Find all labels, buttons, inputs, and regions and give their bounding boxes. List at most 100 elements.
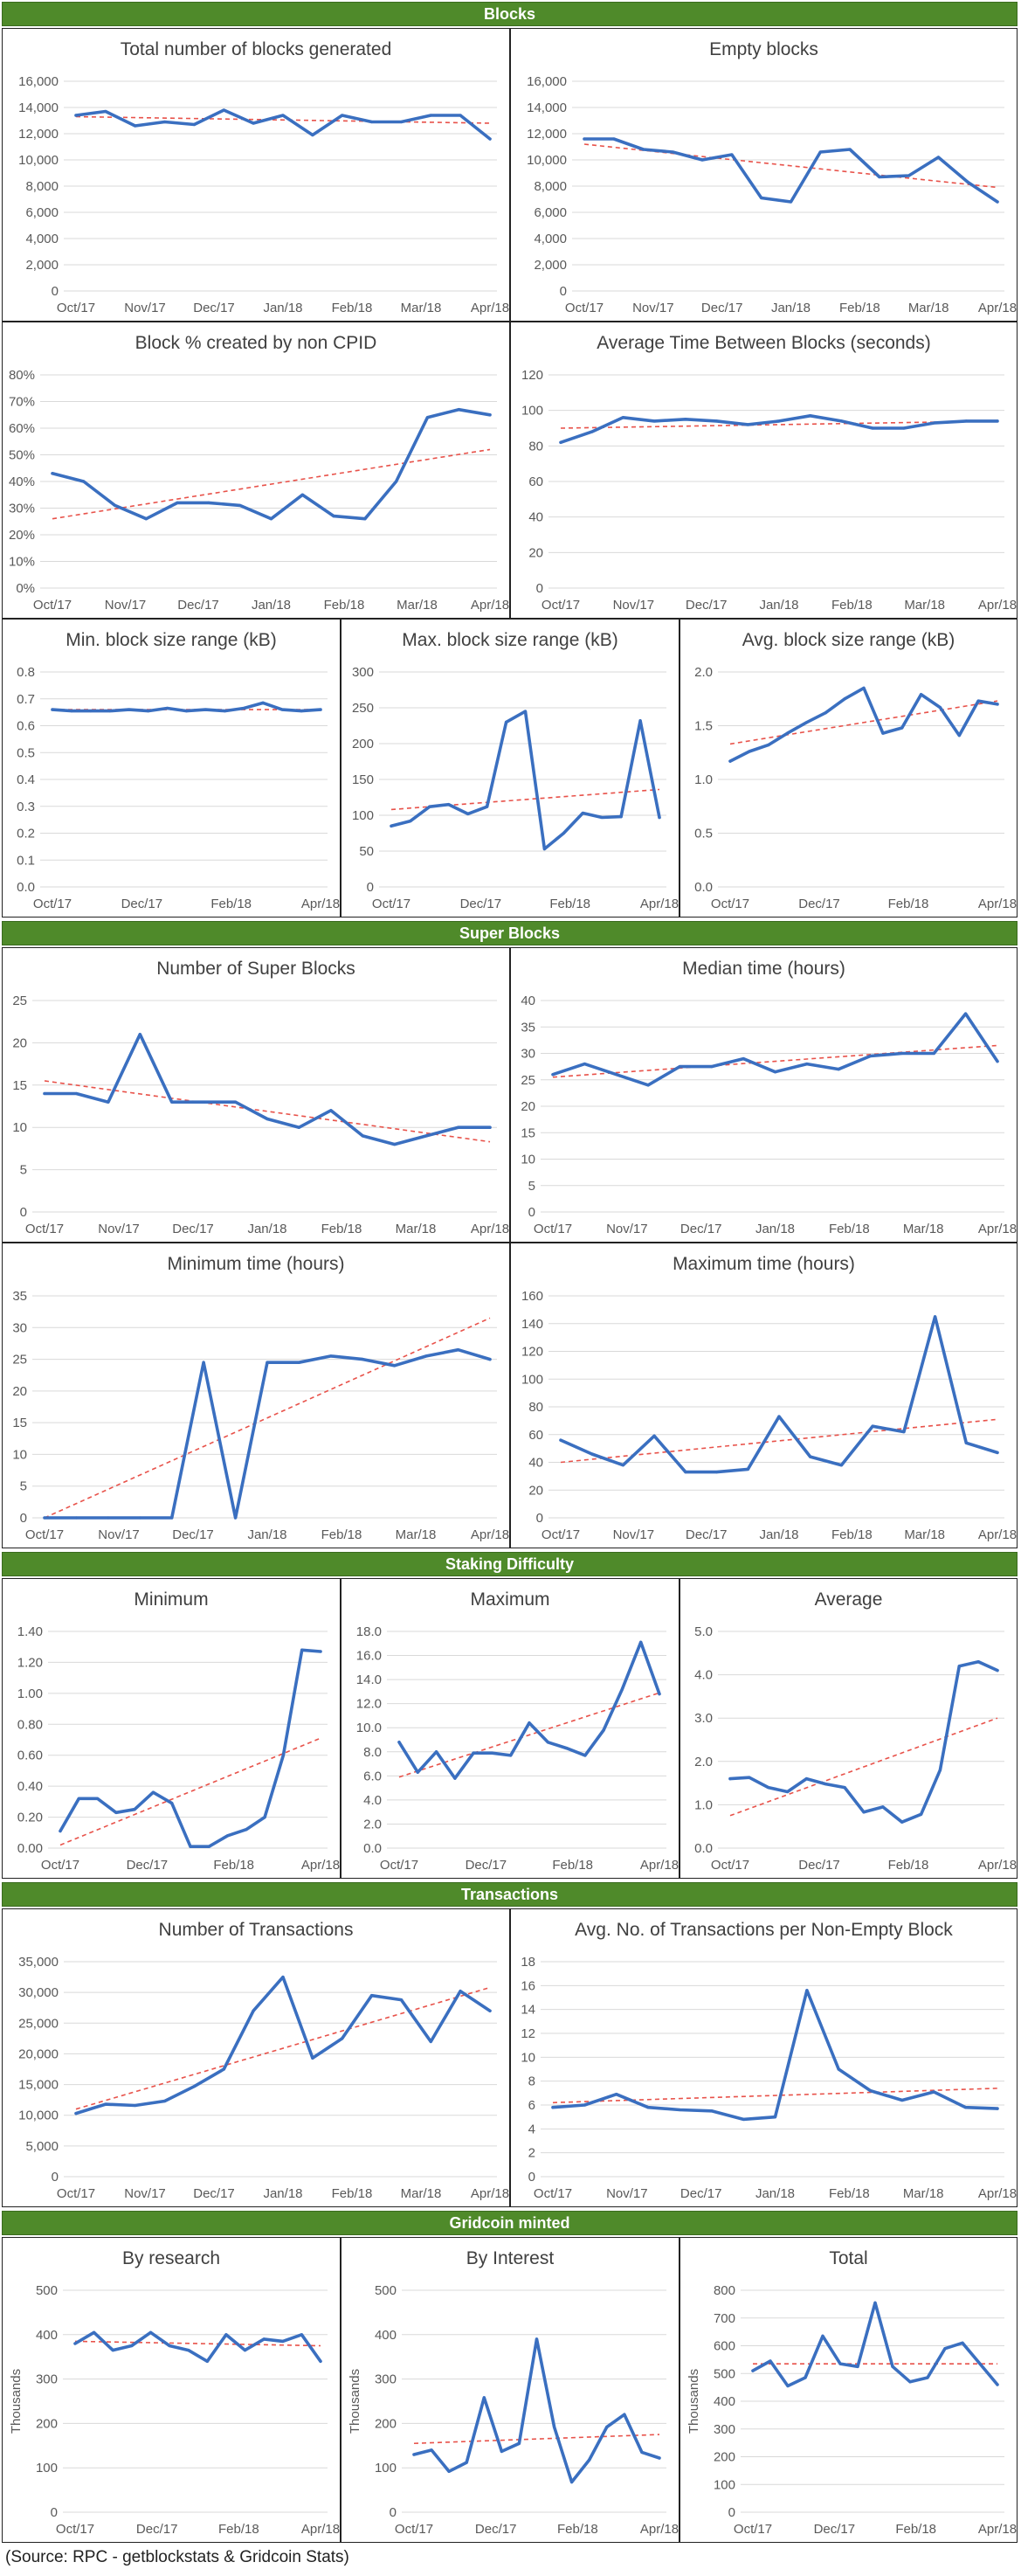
section-header-gridcoin-minted: Gridcoin minted	[2, 2211, 1018, 2235]
y-tick-label: 10%	[9, 555, 35, 570]
y-tick-label: 40	[528, 1456, 543, 1471]
data-point	[620, 1687, 624, 1691]
y-tick-label: 1.00	[17, 1686, 43, 1701]
data-point	[523, 710, 528, 713]
data-point	[399, 120, 404, 124]
x-tick-label: Jan/18	[755, 2186, 795, 2201]
x-tick-label: Nov/17	[98, 1222, 140, 1236]
y-tick-label: 6.0	[363, 1769, 382, 1783]
data-point	[559, 440, 562, 444]
chart-minted-by-research: By research 0 100 200 300 400 500 Thousands Oct/…	[2, 2237, 341, 2543]
x-tick-label: Apr/18	[471, 598, 509, 613]
x-tick-label: Mar/18	[903, 2186, 944, 2201]
data-point	[204, 708, 208, 711]
data-point	[581, 811, 584, 815]
x-tick-label: Jan/18	[759, 1527, 798, 1542]
data-point	[162, 120, 167, 124]
data-point	[600, 815, 604, 820]
data-point	[714, 419, 719, 423]
data-point	[243, 2348, 247, 2352]
y-tick-label: 0.60	[17, 1748, 43, 1763]
x-tick-label: Nov/17	[124, 301, 166, 315]
trend-line	[44, 1080, 491, 1143]
y-tick-label: 6,000	[25, 205, 59, 220]
x-tick-label: Jan/18	[755, 1222, 795, 1236]
data-point	[551, 2106, 555, 2109]
x-tick-label: Oct/17	[534, 2186, 572, 2201]
data-point	[805, 1989, 809, 1992]
data-point	[242, 706, 245, 710]
x-tick-label: Dec/17	[701, 301, 743, 315]
y-tick-label: 0	[367, 880, 374, 895]
data-point	[640, 2450, 644, 2455]
data-point	[332, 515, 335, 518]
trend-line	[52, 448, 491, 520]
y-tick-label: 12	[521, 2026, 535, 2041]
data-point	[570, 2480, 574, 2484]
x-tick-label: Apr/18	[640, 2522, 679, 2537]
data-point	[605, 2425, 609, 2429]
x-tick-label: Mar/18	[401, 301, 442, 315]
data-point	[361, 1357, 364, 1361]
trend-line	[59, 1737, 321, 1846]
y-tick-label: 400	[36, 2328, 58, 2343]
data-point	[777, 1415, 781, 1418]
y-tick-label: 2,000	[534, 258, 567, 273]
y-tick-label: 35	[521, 1020, 535, 1035]
data-point	[138, 1033, 141, 1036]
y-tick-label: 20	[528, 1483, 543, 1498]
chart-canvas: 0 5 10 15 20 25 Oct/17 Nov/17 Dec/17 Jan/18 Feb/18…	[12, 994, 509, 1236]
data-point	[710, 2109, 714, 2113]
x-tick-label: Oct/17	[380, 1858, 418, 1873]
x-tick-label: Jan/18	[252, 598, 291, 613]
data-point	[646, 1084, 650, 1087]
y-tick-label: 20	[12, 1035, 27, 1050]
y-tick-label: 0.0	[17, 880, 35, 895]
x-tick-label: Feb/18	[324, 598, 365, 613]
x-tick-label: Dec/17	[172, 1527, 214, 1542]
data-point	[456, 1348, 460, 1352]
data-point	[192, 2085, 197, 2088]
chart-title: Minimum	[134, 1589, 209, 1610]
data-point	[429, 2039, 432, 2043]
data-point	[311, 133, 314, 137]
y-tick-label: 0	[536, 1511, 543, 1526]
y-tick-label: 6,000	[534, 205, 567, 220]
y-tick-label: 1.0	[694, 772, 713, 787]
x-tick-label: Feb/18	[829, 1222, 870, 1236]
y-tick-label: 0.0	[363, 1841, 382, 1856]
data-point	[319, 2359, 322, 2363]
x-tick-label: Jan/18	[263, 2186, 302, 2201]
y-tick-label: 18.0	[356, 1624, 382, 1639]
y-tick-label: 0	[20, 1511, 27, 1526]
chart-title: Min. block size range (kB)	[66, 630, 277, 650]
x-tick-label: Nov/17	[632, 301, 674, 315]
x-tick-label: Dec/17	[136, 2522, 178, 2537]
y-tick-label: 0.7	[17, 692, 35, 707]
data-point	[785, 1790, 790, 1794]
x-tick-label: Oct/17	[57, 301, 95, 315]
data-point	[996, 1451, 999, 1454]
chart-title: Average Time Between Blocks (seconds)	[597, 333, 931, 353]
data-point	[168, 2344, 171, 2348]
section-header-super-blocks: Super Blocks	[2, 921, 1018, 945]
data-point	[128, 708, 131, 711]
y-tick-label: 20%	[9, 528, 35, 543]
x-tick-label: Apr/18	[978, 2522, 1017, 2537]
x-tick-label: Mar/18	[401, 2186, 442, 2201]
series-line	[43, 1032, 492, 1146]
y-tick-label: 100	[352, 808, 374, 823]
x-tick-label: Jan/18	[759, 598, 798, 613]
data-point	[786, 2384, 790, 2388]
data-point	[964, 419, 968, 423]
data-point	[329, 1354, 333, 1358]
y-tick-label: 14.0	[356, 1672, 382, 1687]
y-tick-label: 0.0	[694, 880, 713, 895]
y-tick-label: 8,000	[25, 179, 59, 194]
data-point	[938, 705, 942, 710]
x-tick-label: Oct/17	[542, 1527, 580, 1542]
x-tick-label: Jan/18	[247, 1222, 286, 1236]
data-point	[588, 2458, 591, 2462]
y-tick-label: 8	[528, 2074, 535, 2089]
chart-avg-block-size: Avg. block size range (kB) 0.0 0.5 1.0 1.5 2.…	[680, 619, 1018, 918]
